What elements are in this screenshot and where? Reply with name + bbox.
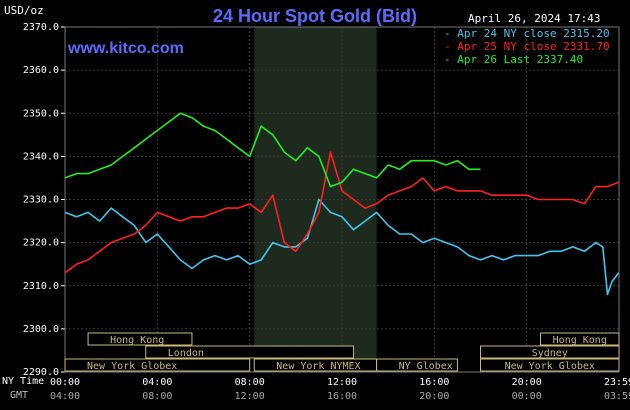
site-watermark[interactable]: www.kitco.com — [68, 40, 184, 57]
x-tick-label-gmt: 20:00 — [419, 391, 449, 402]
plot-border — [64, 26, 620, 373]
legend: - Apr 24 NY close 2315.20 - Apr 25 NY cl… — [444, 27, 610, 66]
x-tick-label-gmt: 03:59 — [604, 391, 630, 402]
session-bar — [64, 358, 251, 372]
session-bar — [145, 345, 355, 359]
x-tick-label-gmt: 08:00 — [142, 391, 172, 402]
x-tick-label-gmt: 00:00 — [512, 391, 542, 402]
ny-time-label: NY Time — [2, 376, 45, 387]
legend-item-apr25: - Apr 25 NY close 2331.70 — [444, 40, 610, 53]
series-line-1 — [64, 198, 620, 296]
y-tick-label: 2320.0 — [23, 238, 59, 249]
y-tick-label: 2290.0 — [23, 367, 59, 378]
x-tick-label-ny: 12:00 — [327, 377, 357, 388]
session-bar — [87, 332, 193, 346]
y-tick-label: 2300.0 — [23, 324, 59, 335]
gmt-label: GMT — [10, 390, 29, 401]
y-tick-label: 2330.0 — [23, 195, 59, 206]
y-tick-label: 2340.0 — [23, 151, 59, 162]
legend-item-apr26: - Apr 26 Last 2337.40 — [444, 53, 584, 66]
session-label: NY Globex — [399, 361, 453, 372]
session-bar — [540, 332, 620, 346]
session-bar — [480, 345, 620, 359]
x-tick-label-gmt: 04:00 — [50, 391, 80, 402]
y-tick-label: 2360.0 — [23, 65, 59, 76]
x-tick-label-gmt: 16:00 — [327, 391, 357, 402]
y-tick-label: 2370.0 — [23, 22, 59, 33]
x-tick-label-ny: 20:00 — [512, 377, 542, 388]
session-bar — [376, 358, 458, 372]
x-tick-label-ny: 08:00 — [235, 377, 265, 388]
session-label: New York NYMEX — [276, 361, 360, 372]
chart-datetime: April 26, 2024 17:43 — [468, 12, 601, 25]
session-bar — [480, 358, 620, 372]
y-tick-label: 2350.0 — [23, 108, 59, 119]
session-label: New York Globex — [87, 361, 177, 372]
legend-item-apr24: - Apr 24 NY close 2315.20 — [444, 27, 610, 40]
chart-title: 24 Hour Spot Gold (Bid) — [213, 6, 417, 26]
session-label: Hong Kong — [110, 335, 164, 346]
legend-swatch: - — [444, 53, 458, 66]
x-tick-label-ny: 04:00 — [142, 377, 172, 388]
series-line-3 — [64, 112, 481, 188]
series-line-2 — [64, 151, 620, 274]
y-unit-label: USD/oz — [4, 4, 44, 17]
legend-swatch: - — [444, 40, 458, 53]
y-tick-label: 2310.0 — [23, 281, 59, 292]
x-tick-label-gmt: 12:00 — [235, 391, 265, 402]
x-tick-label-ny: 23:59 — [604, 377, 630, 388]
x-tick-label-ny: 00:00 — [50, 377, 80, 388]
legend-swatch: - — [444, 27, 458, 40]
session-label: London — [168, 348, 204, 359]
session-label: New York Globex — [505, 361, 595, 372]
session-label: Sydney — [532, 348, 568, 359]
x-tick-label-ny: 16:00 — [419, 377, 449, 388]
session-label: Hong Kong — [553, 335, 607, 346]
